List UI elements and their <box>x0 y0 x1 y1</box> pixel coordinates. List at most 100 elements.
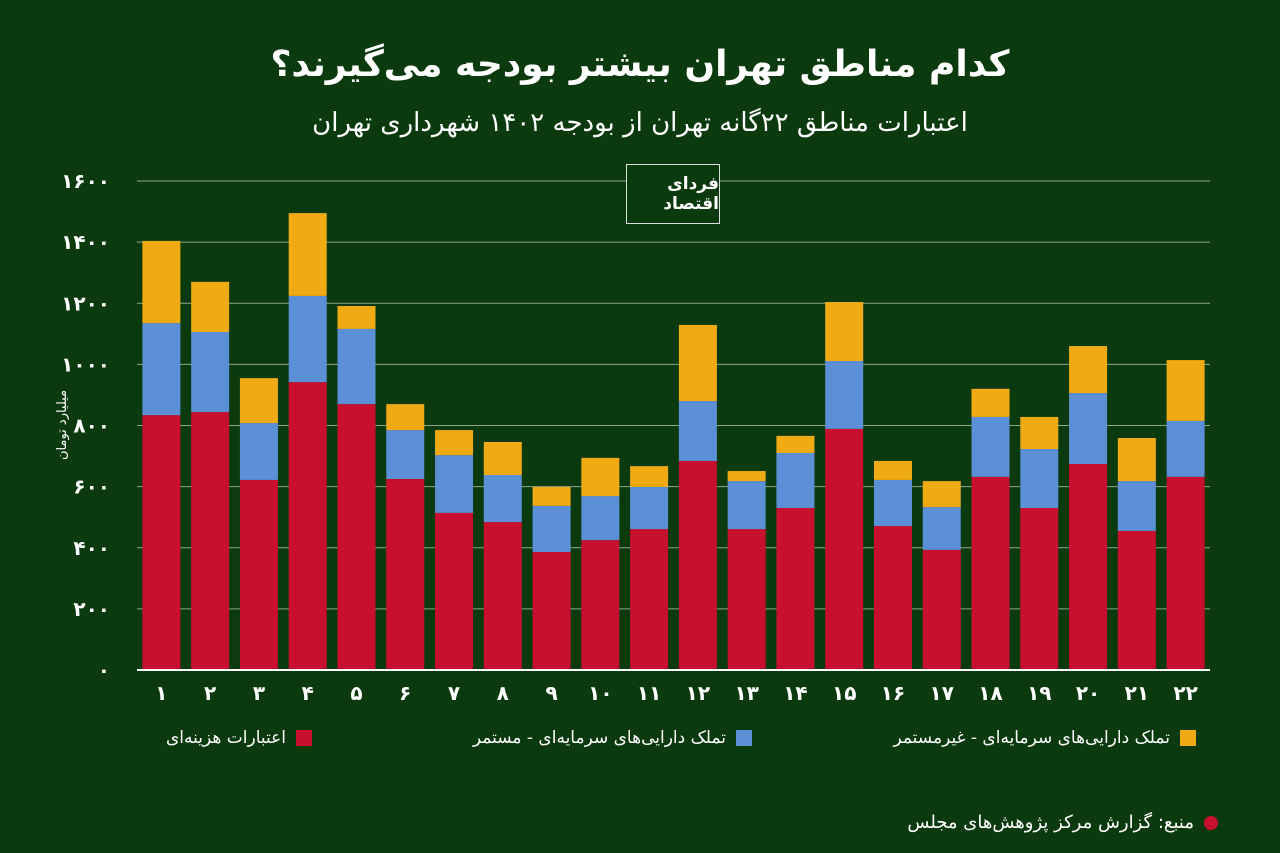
x-tick-label: ۹ <box>545 681 557 705</box>
y-tick-label: ۶۰۰ <box>73 475 110 499</box>
x-tick-label: ۲ <box>204 681 216 705</box>
bar-segment-nonrecurring <box>630 466 669 487</box>
bar-segment-nonrecurring <box>922 481 961 508</box>
bar-segment-expense <box>1069 464 1108 670</box>
bar-segment-nonrecurring <box>435 430 474 456</box>
bar-segment-expense <box>386 478 425 670</box>
x-tick-label: ۱۹ <box>1027 681 1051 705</box>
bar-segment-nonrecurring <box>971 388 1010 417</box>
bar-segment-recurring <box>435 455 474 513</box>
bar-segment-expense <box>239 479 278 670</box>
bar-segment-expense <box>776 508 815 670</box>
x-tick-label: ۱۳ <box>734 681 758 705</box>
bar-segment-recurring <box>337 328 376 405</box>
legend-item-recurring: تملک دارایی‌های سرمایه‌ای - مستمر <box>473 728 752 748</box>
y-tick-label: ۱۲۰۰ <box>61 291 110 315</box>
bar-segment-expense <box>727 529 766 670</box>
chart-title: کدام مناطق تهران بیشتر بودجه می‌گیرند؟ <box>270 44 1010 85</box>
bar-segment-nonrecurring <box>1069 346 1108 394</box>
bar-segment-nonrecurring <box>532 486 571 506</box>
x-tick-label: ۱۱ <box>637 681 661 705</box>
bar-segment-nonrecurring <box>142 240 181 324</box>
bar-segment-recurring <box>825 361 864 429</box>
legend-swatch-red <box>296 730 312 746</box>
y-tick-label: ۸۰۰ <box>73 414 110 438</box>
bar-segment-expense <box>483 522 522 670</box>
bar-segment-recurring <box>239 423 278 480</box>
bar-segment-nonrecurring <box>483 442 522 476</box>
bar-segment-recurring <box>1020 449 1059 509</box>
logo: فردای اقتصاد <box>626 164 720 224</box>
x-tick-label: ۳ <box>253 681 265 705</box>
bar-segment-expense <box>288 382 327 670</box>
bar-segment-recurring <box>483 475 522 523</box>
bar-segment-nonrecurring <box>581 457 620 497</box>
bar-segment-nonrecurring <box>288 213 327 296</box>
x-tick-label: ۱۵ <box>832 681 856 705</box>
bar-segment-nonrecurring <box>337 306 376 329</box>
y-tick-label: ۴۰۰ <box>73 536 110 560</box>
bar-segment-expense <box>191 412 230 670</box>
bar-segment-expense <box>532 552 571 670</box>
logo-text: فردای اقتصاد <box>663 174 719 214</box>
x-tick-label: ۱۴ <box>783 681 807 705</box>
bar-segment-nonrecurring <box>239 378 278 424</box>
bar-segment-nonrecurring <box>1166 360 1205 421</box>
x-tick-label: ۱۷ <box>930 681 954 705</box>
bar-segment-nonrecurring <box>678 324 717 402</box>
bar-segment-nonrecurring <box>1020 416 1059 450</box>
bar-segment-expense <box>971 476 1010 670</box>
bar-segment-expense <box>1166 476 1205 670</box>
x-tick-label: ۶ <box>399 681 411 705</box>
bar-segment-expense <box>1020 508 1059 670</box>
bar-segment-recurring <box>532 505 571 553</box>
bullet-icon <box>1204 815 1218 830</box>
y-tick-label: ۰ <box>98 658 110 682</box>
legend-label: اعتبارات هزینه‌ای <box>166 728 286 748</box>
bar-segment-expense <box>873 526 912 670</box>
bar-segment-nonrecurring <box>873 460 912 480</box>
bar-segment-nonrecurring <box>386 404 425 431</box>
bar-segment-recurring <box>581 496 620 541</box>
bar-segment-recurring <box>1069 393 1108 465</box>
x-tick-label: ۱۲ <box>686 681 710 705</box>
bar-segment-recurring <box>191 331 230 413</box>
x-tick-label: ۱۶ <box>881 681 905 705</box>
bar-segment-nonrecurring <box>825 302 864 362</box>
bar-segment-recurring <box>727 481 766 530</box>
source-note: منبع: گزارش مرکز پژوهش‌های مجلس <box>907 812 1218 833</box>
y-tick-label: ۱۰۰۰ <box>61 352 110 376</box>
bar-segment-expense <box>922 549 961 670</box>
bar-segment-expense <box>1117 530 1156 670</box>
bar-segment-nonrecurring <box>1117 438 1156 482</box>
legend-item-expense: اعتبارات هزینه‌ای <box>166 728 312 748</box>
y-axis-label: میلیارد تومان <box>55 390 70 460</box>
bar-segment-recurring <box>288 295 327 383</box>
bar-segment-recurring <box>922 507 961 550</box>
bar-segment-recurring <box>630 486 669 530</box>
source-text: منبع: گزارش مرکز پژوهش‌های مجلس <box>907 812 1194 833</box>
bar-segment-expense <box>825 428 864 670</box>
x-tick-label: ۵ <box>350 681 362 705</box>
bar-segment-recurring <box>776 453 815 509</box>
legend-label: تملک دارایی‌های سرمایه‌ای - غیرمستمر <box>893 728 1170 748</box>
bar-segment-recurring <box>678 401 717 461</box>
bar-segment-expense <box>435 512 474 670</box>
bar-segment-expense <box>142 415 181 670</box>
bar-segment-recurring <box>1166 420 1205 477</box>
x-tick-label: ۸ <box>497 681 509 705</box>
x-tick-label: ۷ <box>448 681 460 705</box>
bar-segment-expense <box>337 404 376 670</box>
x-tick-label: ۲۰ <box>1076 681 1100 705</box>
x-tick-label: ۱ <box>155 681 167 705</box>
bar-segment-expense <box>630 529 669 670</box>
bar-segment-nonrecurring <box>727 471 766 482</box>
x-tick-label: ۱۸ <box>978 681 1002 705</box>
chart-subtitle: اعتبارات مناطق ۲۲گانه تهران از بودجه ۱۴۰… <box>312 108 968 138</box>
bar-segment-recurring <box>142 323 181 416</box>
y-tick-label: ۱۶۰۰ <box>61 169 110 193</box>
bar-segment-nonrecurring <box>776 435 815 454</box>
x-tick-label: ۲۱ <box>1125 681 1149 705</box>
legend-label: تملک دارایی‌های سرمایه‌ای - مستمر <box>472 728 726 748</box>
